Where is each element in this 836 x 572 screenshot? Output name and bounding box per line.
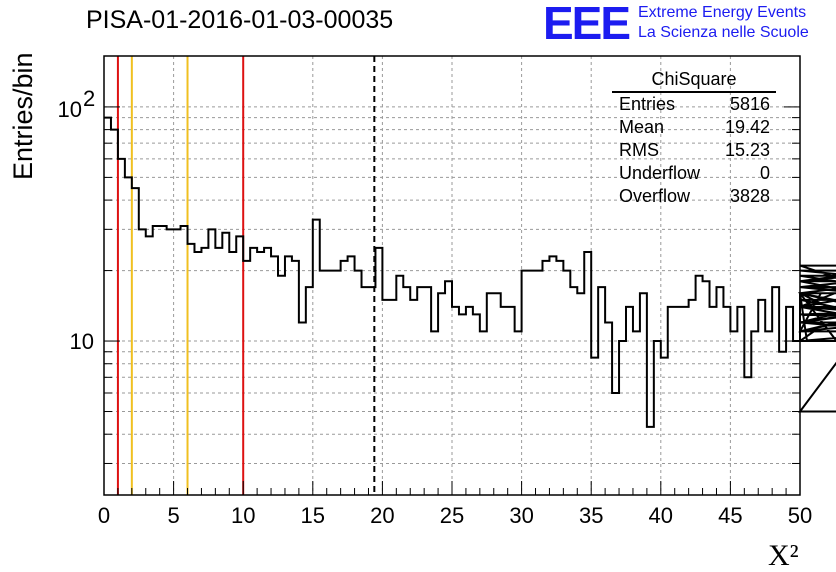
x-tick-label: 15 xyxy=(301,503,325,528)
x-tick-label: 10 xyxy=(231,503,255,528)
x-tick-label: 20 xyxy=(370,503,394,528)
x-tick-label: 50 xyxy=(788,503,812,528)
stats-box: ChiSquare Entries 5816 Mean 19.42 RMS 15.23 Un… xyxy=(612,69,776,206)
stats-row-value: 0 xyxy=(760,163,770,183)
y-tick-label-exponent: 2 xyxy=(83,86,95,111)
y-tick-label: 10 xyxy=(70,329,94,354)
x-tick-label: 40 xyxy=(649,503,673,528)
x-tick-label: 30 xyxy=(509,503,533,528)
stats-row-label: RMS xyxy=(619,140,659,160)
org-subtitle-line: La Scienza nelle Scuole xyxy=(638,24,809,41)
stats-row-label: Mean xyxy=(619,117,664,137)
histogram-line xyxy=(104,116,836,428)
y-tick-label: 10 xyxy=(58,97,82,122)
stats-row-value: 15.23 xyxy=(725,140,770,160)
x-tick-label: 45 xyxy=(718,503,742,528)
x-tick-label: 25 xyxy=(440,503,464,528)
histogram-series xyxy=(104,116,836,428)
stats-row-label: Entries xyxy=(619,94,675,114)
org-name-line: Extreme Energy Events xyxy=(638,4,807,21)
stats-row-value: 5816 xyxy=(730,94,770,114)
stats-row-label: Overflow xyxy=(619,186,691,206)
x-tick-label: 5 xyxy=(167,503,179,528)
run-title: PISA-01-2016-01-03-00035 xyxy=(86,6,394,34)
stats-row-label: Underflow xyxy=(619,163,701,183)
y-axis-label: Entries/bin xyxy=(8,52,38,180)
axis-ticks xyxy=(103,106,801,495)
stats-row-value: 19.42 xyxy=(725,117,770,137)
eee-logo: EEE xyxy=(543,0,631,49)
x-axis-label: X² xyxy=(768,539,799,572)
x-tick-label: 35 xyxy=(579,503,603,528)
stats-row-value: 3828 xyxy=(730,186,770,206)
stats-title: ChiSquare xyxy=(651,69,736,89)
vertical-markers xyxy=(116,56,376,495)
x-tick-label: 0 xyxy=(98,503,110,528)
grid-lines xyxy=(104,56,800,495)
